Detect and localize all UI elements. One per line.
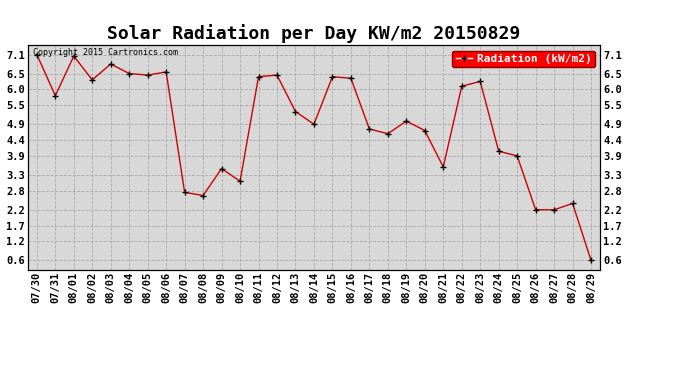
Radiation (kW/m2) — [199, 193, 207, 198]
Radiation (kW/m2) — [439, 165, 447, 169]
Radiation (kW/m2) — [495, 149, 503, 153]
Radiation (kW/m2) — [291, 109, 299, 114]
Radiation (kW/m2) — [310, 122, 318, 126]
Radiation (kW/m2) — [255, 75, 263, 79]
Radiation (kW/m2) — [51, 93, 59, 98]
Radiation (kW/m2) — [32, 52, 41, 57]
Radiation (kW/m2) — [513, 154, 522, 158]
Radiation (kW/m2) — [384, 132, 392, 136]
Radiation (kW/m2) — [162, 70, 170, 74]
Radiation (kW/m2) — [70, 54, 78, 58]
Radiation (kW/m2) — [273, 73, 281, 77]
Radiation (kW/m2) — [328, 75, 337, 79]
Radiation (kW/m2) — [587, 258, 595, 263]
Radiation (kW/m2) — [125, 71, 133, 76]
Radiation (kW/m2) — [236, 179, 244, 183]
Radiation (kW/m2) — [347, 76, 355, 81]
Radiation (kW/m2) — [457, 84, 466, 88]
Radiation (kW/m2) — [106, 62, 115, 66]
Legend: Radiation (kW/m2): Radiation (kW/m2) — [452, 51, 595, 67]
Radiation (kW/m2) — [421, 128, 429, 133]
Radiation (kW/m2) — [550, 207, 558, 212]
Title: Solar Radiation per Day KW/m2 20150829: Solar Radiation per Day KW/m2 20150829 — [108, 24, 520, 44]
Radiation (kW/m2) — [144, 73, 152, 77]
Radiation (kW/m2) — [476, 79, 484, 84]
Line: Radiation (kW/m2): Radiation (kW/m2) — [34, 52, 594, 263]
Radiation (kW/m2) — [217, 166, 226, 171]
Text: Copyright 2015 Cartronics.com: Copyright 2015 Cartronics.com — [33, 48, 178, 57]
Radiation (kW/m2) — [569, 201, 577, 206]
Radiation (kW/m2) — [365, 127, 373, 131]
Radiation (kW/m2) — [181, 190, 189, 195]
Radiation (kW/m2) — [531, 207, 540, 212]
Radiation (kW/m2) — [88, 78, 97, 82]
Radiation (kW/m2) — [402, 119, 411, 123]
